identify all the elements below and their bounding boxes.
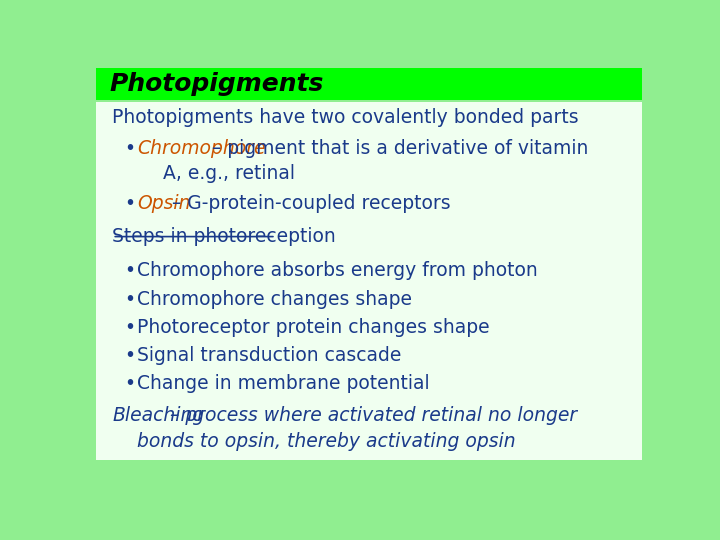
Text: Change in membrane potential: Change in membrane potential xyxy=(138,374,430,393)
FancyBboxPatch shape xyxy=(96,102,642,460)
Text: •: • xyxy=(125,139,136,158)
Text: •: • xyxy=(125,318,136,337)
Text: Chromophore: Chromophore xyxy=(138,139,266,158)
Text: bonds to opsin, thereby activating opsin: bonds to opsin, thereby activating opsin xyxy=(138,433,516,451)
Text: •: • xyxy=(125,346,136,365)
Text: Bleaching: Bleaching xyxy=(112,406,204,424)
Text: Photoreceptor protein changes shape: Photoreceptor protein changes shape xyxy=(138,318,490,337)
Text: A, e.g., retinal: A, e.g., retinal xyxy=(163,164,294,183)
Text: Signal transduction cascade: Signal transduction cascade xyxy=(138,346,402,365)
Text: Steps in photoreception: Steps in photoreception xyxy=(112,227,336,246)
Text: •: • xyxy=(125,261,136,280)
Text: •: • xyxy=(125,289,136,309)
Text: – G-protein-coupled receptors: – G-protein-coupled receptors xyxy=(172,194,451,213)
Text: Chromophore absorbs energy from photon: Chromophore absorbs energy from photon xyxy=(138,261,538,280)
FancyBboxPatch shape xyxy=(96,68,642,100)
Text: – pigment that is a derivative of vitamin: – pigment that is a derivative of vitami… xyxy=(212,139,588,158)
Text: •: • xyxy=(125,194,136,213)
Text: Photopigments have two covalently bonded parts: Photopigments have two covalently bonded… xyxy=(112,109,579,127)
Text: Photopigments: Photopigments xyxy=(109,72,324,96)
Text: Opsin: Opsin xyxy=(138,194,191,213)
Text: •: • xyxy=(125,374,136,393)
Text: Chromophore changes shape: Chromophore changes shape xyxy=(138,289,413,309)
Text: – process where activated retinal no longer: – process where activated retinal no lon… xyxy=(171,406,577,424)
